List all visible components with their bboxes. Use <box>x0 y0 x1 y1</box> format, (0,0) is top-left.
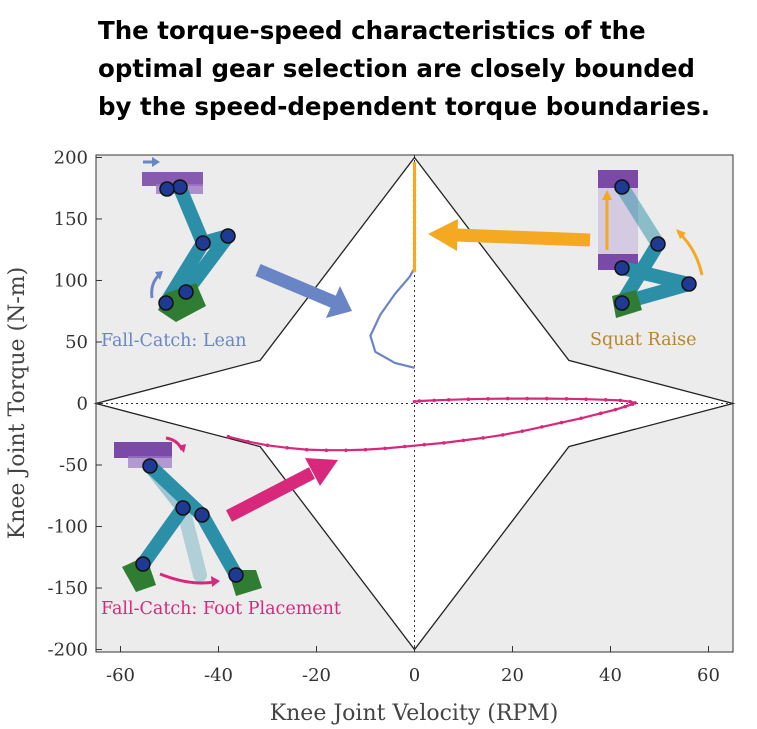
headline: The torque-speed characteristics of the … <box>98 12 748 126</box>
ticks-layer: -60 -40 -20 0 20 40 60200150100500-50-100-150-… <box>48 147 720 686</box>
series-squat-point <box>412 268 417 273</box>
series-squat-point <box>412 225 417 230</box>
series-foot-point <box>505 396 510 401</box>
series-squat-point <box>412 252 417 257</box>
headline-line-3: by the speed-dependent torque boundaries… <box>98 92 711 121</box>
x-tick-label: -60 <box>106 665 135 686</box>
series-squat-point <box>412 236 417 241</box>
series-foot-point <box>520 429 525 433</box>
y-tick-label: -100 <box>48 517 88 538</box>
series-foot-point <box>442 441 446 445</box>
series-foot-point <box>525 396 529 401</box>
series-squat-point <box>412 183 417 188</box>
series-squat-point <box>412 257 417 262</box>
series-squat-point <box>412 166 417 171</box>
series-foot-line <box>228 397 637 452</box>
series-foot-point <box>432 398 436 403</box>
series-squat-point <box>412 161 417 166</box>
infeasible-region <box>96 155 733 652</box>
annotation-lean: Fall-Catch: Lean <box>101 331 247 351</box>
series-squat-point <box>412 198 417 203</box>
series-layer <box>226 161 637 453</box>
series-foot-point <box>584 397 588 401</box>
series-squat-point <box>412 204 417 209</box>
series-foot-point <box>618 398 623 403</box>
y-tick-label: -50 <box>59 455 88 476</box>
series-foot-point <box>633 401 637 405</box>
series-foot-point <box>481 436 485 440</box>
series-squat-point <box>412 263 417 268</box>
series-foot-point <box>500 433 505 437</box>
annotation-squat: Squat Raise <box>590 330 696 350</box>
x-tick-label: 60 <box>697 665 720 686</box>
arrow-lean <box>255 264 352 318</box>
y-tick-label: -150 <box>48 578 88 599</box>
series-squat-point <box>412 209 417 214</box>
series-squat-point <box>412 246 417 251</box>
x-tick-label: 0 <box>409 665 420 686</box>
series-foot-point <box>579 416 583 421</box>
series-foot-point <box>628 399 632 404</box>
series-foot-point <box>603 398 608 402</box>
series-foot-point <box>324 448 329 453</box>
series-squat-point <box>412 172 417 177</box>
series-foot-point <box>598 411 603 416</box>
headline-line-2: optimal gear selection are closely bound… <box>98 54 695 83</box>
series-foot-point <box>412 399 417 404</box>
y-tick-label: -200 <box>48 640 88 661</box>
series-foot-point <box>417 399 422 403</box>
series-foot-point <box>344 448 348 453</box>
y-tick-label: 50 <box>65 332 88 353</box>
annotation-foot: Fall-Catch: Foot Placement <box>101 599 341 619</box>
series-foot-point <box>564 397 569 401</box>
series-foot-point <box>285 445 289 450</box>
zero-lines-layer <box>96 155 733 652</box>
x-tick-label: 20 <box>501 665 524 686</box>
series-foot-point <box>447 398 451 402</box>
x-axis-label: Knee Joint Velocity (RPM) <box>270 701 559 726</box>
leg-illustration-lean <box>142 157 236 322</box>
y-tick-label: 0 <box>77 394 88 415</box>
series-foot-point <box>422 442 427 447</box>
series-foot-point <box>486 397 490 401</box>
series-foot-point <box>540 425 544 429</box>
y-tick-label: 200 <box>54 147 88 168</box>
x-tick-label: 40 <box>599 665 622 686</box>
series-foot-point <box>363 447 368 452</box>
series-foot-point <box>559 420 564 425</box>
series-squat-point <box>412 231 417 236</box>
series-squat-point <box>412 241 417 246</box>
series-foot-point <box>466 397 471 401</box>
arrow-foot <box>226 458 338 522</box>
series-foot-point <box>383 446 387 451</box>
series-squat-point <box>412 193 417 198</box>
series-foot-point <box>461 438 466 443</box>
series-squat-point <box>412 177 417 182</box>
y-tick-label: 150 <box>54 209 88 230</box>
series-foot-point <box>226 434 231 439</box>
series-foot-point <box>545 396 549 401</box>
x-tick-label: -20 <box>302 665 331 686</box>
series-squat-point <box>412 188 417 193</box>
series-squat-point <box>412 215 417 220</box>
series-lean-line <box>369 267 416 369</box>
series-foot-point <box>265 443 270 448</box>
leg-illustration-foot <box>114 436 262 596</box>
y-tick-label: 100 <box>54 270 88 291</box>
x-tick-label: -40 <box>204 665 233 686</box>
series-foot-point <box>246 439 250 444</box>
leg-illustration-squat <box>598 170 704 318</box>
series-foot-point <box>613 407 618 412</box>
arrow-squat <box>428 219 591 251</box>
headline-line-1: The torque-speed characteristics of the <box>98 16 646 45</box>
y-axis-label: Knee Joint Torque (N-m) <box>5 267 30 539</box>
series-foot-point <box>623 404 627 409</box>
series-foot-point <box>304 447 309 452</box>
series-foot-point <box>402 444 407 449</box>
series-squat-point <box>412 220 417 225</box>
